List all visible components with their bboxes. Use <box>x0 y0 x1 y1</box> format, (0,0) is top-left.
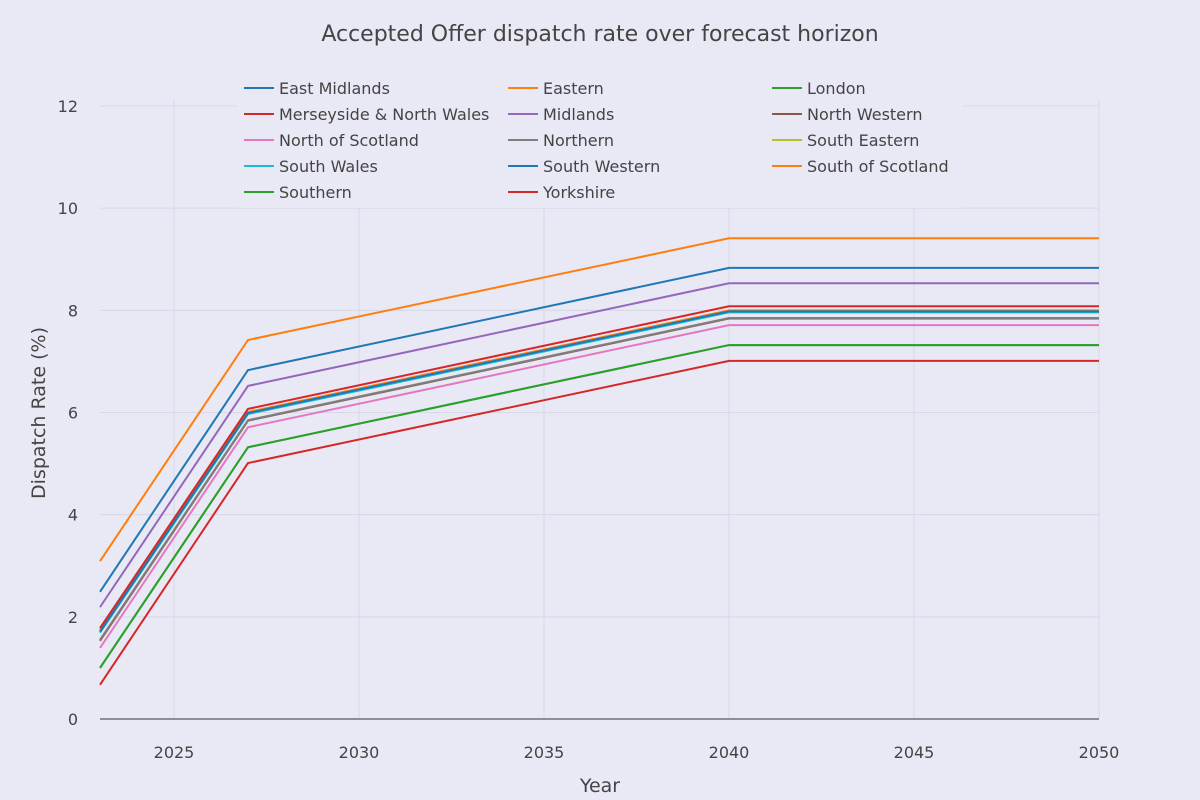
series-line-yorkshire <box>99 359 1099 686</box>
series-line-eastern <box>99 309 1099 631</box>
legend-label: Yorkshire <box>542 183 615 202</box>
legend-item[interactable]: Eastern <box>508 79 604 98</box>
legend-item[interactable]: South of Scotland <box>772 157 949 176</box>
y-axis-title: Dispatch Rate (%) <box>28 327 50 499</box>
series-line-north-western <box>99 317 1099 642</box>
legend-label: Midlands <box>543 105 614 124</box>
y-tick-label: 4 <box>68 506 78 525</box>
x-tick-label: 2035 <box>524 743 565 762</box>
series-line-midlands <box>99 282 1099 608</box>
legend-item[interactable]: Southern <box>244 183 352 202</box>
series-line-london <box>99 344 1099 669</box>
legend-label: South Western <box>543 157 660 176</box>
legend-label: South of Scotland <box>807 157 949 176</box>
x-tick-label: 2040 <box>709 743 750 762</box>
legend-item[interactable]: Yorkshire <box>508 183 615 202</box>
y-tick-label: 8 <box>68 301 78 320</box>
legend-label: London <box>807 79 866 98</box>
y-tick-label: 6 <box>68 404 78 423</box>
legend-label: East Midlands <box>279 79 390 98</box>
y-tick-label: 0 <box>68 710 78 729</box>
x-tick-label: 2050 <box>1079 743 1120 762</box>
x-axis-title: Year <box>579 775 620 797</box>
legend-label: South Wales <box>279 157 378 176</box>
legend-item[interactable]: South Eastern <box>772 131 919 150</box>
legend-item[interactable]: South Western <box>508 157 660 176</box>
legend-item[interactable]: East Midlands <box>244 79 390 98</box>
legend-label: Eastern <box>543 79 604 98</box>
series-line-southern <box>99 344 1099 669</box>
legend-label: Merseyside & North Wales <box>279 105 489 124</box>
legend: East Midlands Eastern London Merseyside & N… <box>238 73 962 208</box>
series-line-east-midlands <box>99 266 1099 593</box>
legend-item[interactable]: North Western <box>772 105 922 124</box>
x-tick-label: 2030 <box>339 743 380 762</box>
legend-item[interactable]: North of Scotland <box>244 131 419 150</box>
legend-label: Northern <box>543 131 614 150</box>
legend-item[interactable]: South Wales <box>244 157 378 176</box>
legend-label: South Eastern <box>807 131 919 150</box>
x-tick-label: 2025 <box>154 743 195 762</box>
legend-background <box>238 73 962 208</box>
y-tick-label: 2 <box>68 608 78 627</box>
chart-title: Accepted Offer dispatch rate over foreca… <box>321 22 878 47</box>
legend-item[interactable]: London <box>772 79 866 98</box>
legend-label: North Western <box>807 105 922 124</box>
y-tick-label: 12 <box>58 97 78 116</box>
x-tick-label: 2045 <box>894 743 935 762</box>
series-line-northern <box>99 316 1099 641</box>
legend-label: North of Scotland <box>279 131 419 150</box>
series-line-merseyside-north-wales <box>99 305 1099 629</box>
axes: 0 2 4 6 8 10 12 2025 2030 2035 2040 2045 2050 <box>58 97 1120 762</box>
legend-item[interactable]: Merseyside & North Wales <box>244 105 489 124</box>
series-line-south-western <box>99 310 1099 633</box>
legend-item[interactable]: Midlands <box>508 105 614 124</box>
legend-item[interactable]: Northern <box>508 131 614 150</box>
series-line-south-of-scotland <box>99 237 1099 562</box>
series-lines <box>99 237 1099 686</box>
series-line-north-of-scotland <box>99 324 1099 649</box>
legend-label: Southern <box>279 183 352 202</box>
y-tick-label: 10 <box>58 199 78 218</box>
